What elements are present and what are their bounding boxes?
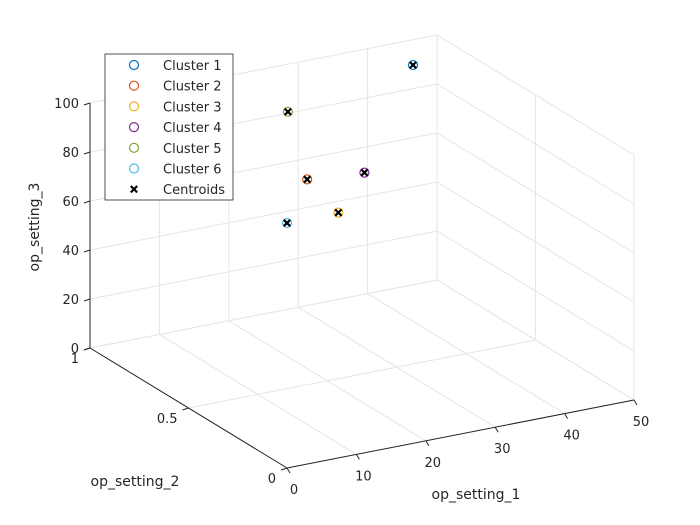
z-tick-label: 0 (71, 342, 79, 357)
x-tick-label: 0 (290, 483, 298, 498)
y-tick-label: 1 (71, 352, 79, 367)
x-tick-mark (633, 399, 638, 406)
legend-marker (128, 80, 140, 91)
legend-marker (128, 59, 140, 71)
legend-marker (128, 142, 140, 153)
grid-line (188, 339, 536, 409)
z-tick-label: 60 (62, 195, 79, 210)
legend-box (104, 53, 234, 201)
z-tick-mark (83, 200, 91, 204)
x-axis-label: op_setting_1 (432, 487, 521, 503)
centroid-marker (303, 175, 312, 184)
x-tick-mark (494, 426, 499, 433)
z-tick-mark (83, 151, 91, 155)
grid-line (436, 132, 635, 254)
cluster-5-point (282, 106, 293, 117)
centroid-x-stroke (283, 107, 292, 116)
cluster-1-point (407, 59, 419, 71)
legend: Cluster 1 Cluster 2 Cluster 3 Cluster 4 Clus… (104, 53, 234, 201)
y-axis-label: op_setting_2 (91, 474, 180, 490)
x-tick-label: 30 (494, 442, 511, 457)
centroid-marker (409, 61, 417, 70)
data-points (281, 59, 419, 229)
legend-marker (128, 163, 140, 174)
centroid-x-stroke (283, 219, 291, 227)
x-tick-mark (286, 467, 291, 474)
x-tick-label: 50 (633, 415, 650, 430)
grid-planes (89, 34, 635, 469)
legend-label: Cluster 5 (163, 142, 222, 157)
z-axis-label: op_setting_3 (27, 183, 43, 272)
grid-line (436, 83, 635, 205)
grid-line (436, 230, 635, 352)
z-tick-label: 40 (62, 244, 79, 259)
x-tick-mark (355, 454, 360, 460)
cluster-6-point (281, 217, 293, 229)
z-tick-label: 100 (54, 97, 79, 112)
x-tick-mark (564, 413, 569, 419)
y-tick-mark (280, 467, 288, 471)
centroid-x-stroke (334, 208, 343, 217)
grid-line (89, 181, 438, 251)
cluster-4-point (359, 167, 370, 178)
grid-line (89, 279, 438, 349)
legend-label: Cluster 3 (163, 100, 222, 115)
x-axis-line (286, 399, 635, 469)
centroid-marker (283, 107, 292, 116)
x-tick-label: 20 (425, 456, 442, 471)
z-tick-mark (83, 298, 91, 302)
y-tick-label: 0.5 (157, 412, 178, 427)
centroid-marker (283, 219, 291, 227)
cluster-3-point (333, 207, 344, 218)
grid-line (436, 181, 635, 303)
legend-marker (128, 121, 140, 133)
z-tick-mark (83, 347, 91, 351)
centroid-marker (360, 168, 369, 177)
grid-line (436, 279, 635, 401)
legend-label: Cluster 4 (163, 121, 222, 136)
centroid-marker (334, 208, 343, 217)
centroid-x-stroke (409, 61, 417, 70)
legend-marker (128, 101, 140, 112)
z-tick-label: 20 (62, 293, 79, 308)
y-tick-mark (182, 407, 189, 411)
cluster-2-point (302, 174, 313, 185)
legend-marker (130, 185, 138, 194)
z-tick-label: 80 (62, 146, 79, 161)
y-tick-label: 0 (268, 472, 276, 487)
legend-label: Cluster 1 (163, 59, 222, 74)
z-tick-mark (83, 249, 91, 253)
z-tick-mark (83, 102, 91, 106)
centroid-x-stroke (360, 168, 369, 177)
centroid-x-stroke (303, 175, 312, 184)
x-tick-mark (425, 440, 430, 447)
legend-label: Cluster 2 (163, 80, 222, 95)
grid-line (436, 34, 635, 156)
legend-label: Centroids (163, 183, 225, 198)
grid-line (89, 230, 438, 300)
x-tick-label: 40 (563, 429, 580, 444)
legend-label: Cluster 6 (163, 163, 222, 178)
x-tick-label: 10 (355, 469, 372, 484)
